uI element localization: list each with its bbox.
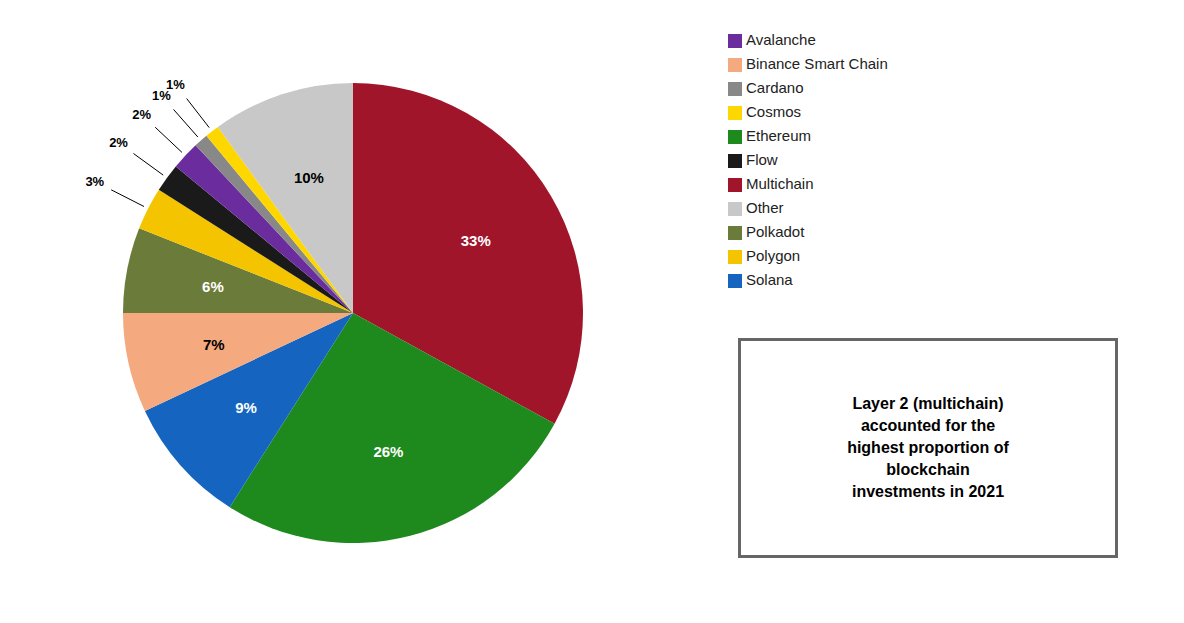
html-text:Avalanche: Avalanche xyxy=(746,31,816,48)
svg-text:7%: 7% xyxy=(203,336,225,353)
svg-text:6%: 6% xyxy=(202,278,224,295)
html-text:Ethereum: Ethereum xyxy=(746,127,811,144)
html-text:Layer 2 (multichain) accounted: Layer 2 (multichain) accounted for the h… xyxy=(847,395,1009,500)
html-text:Cosmos: Cosmos xyxy=(746,103,801,120)
html-text:Polygon: Polygon xyxy=(746,247,801,264)
svg-text:26%: 26% xyxy=(373,443,403,460)
html-text:Multichain: Multichain xyxy=(746,175,814,192)
svg-text:1%: 1% xyxy=(166,77,185,92)
svg-text:9%: 9% xyxy=(235,399,257,416)
svg-text:33%: 33% xyxy=(461,232,491,249)
svg-text:3%: 3% xyxy=(85,174,104,189)
svg-text:1%: 1% xyxy=(152,88,171,104)
html-text:Other: Other xyxy=(746,199,784,216)
html-text:Polkadot: Polkadot xyxy=(746,223,805,240)
html-text:Binance Smart Chain: Binance Smart Chain xyxy=(746,55,888,72)
svg-text:2%: 2% xyxy=(132,107,151,122)
html-text:Solana: Solana xyxy=(746,271,793,288)
svg-text:10%: 10% xyxy=(294,169,324,186)
html-text:Cardano: Cardano xyxy=(746,79,804,96)
html-text:Flow: Flow xyxy=(746,151,778,168)
svg-text:2%: 2% xyxy=(109,135,128,150)
